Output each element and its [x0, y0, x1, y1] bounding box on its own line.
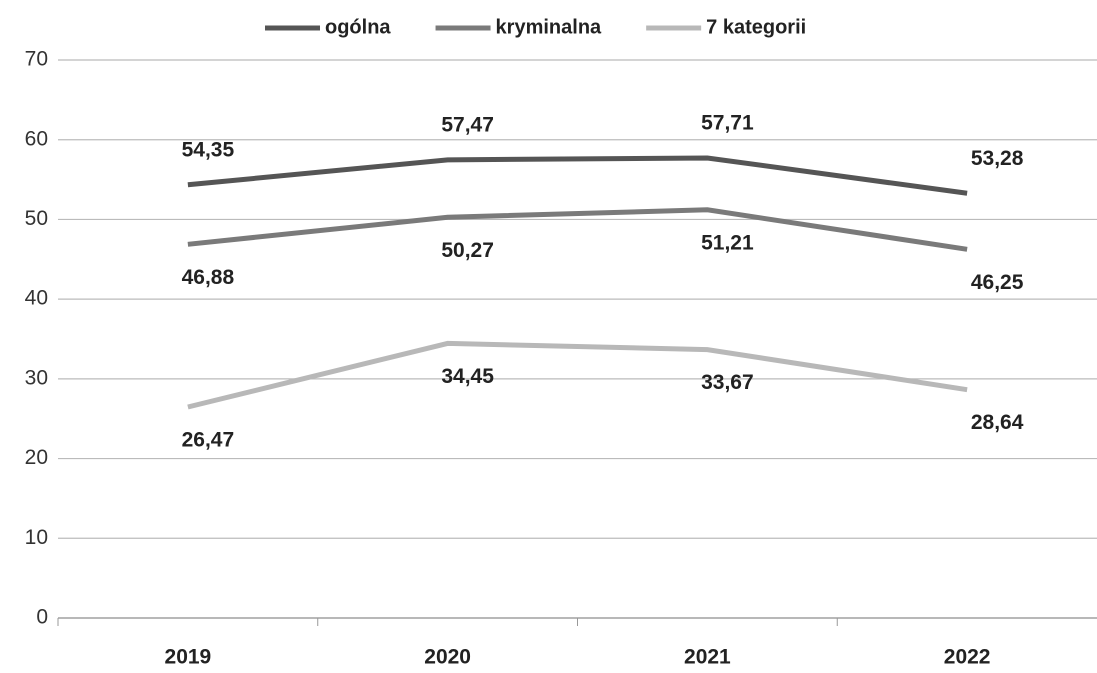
x-tick-label: 2021 — [684, 646, 731, 669]
data-label: 54,35 — [182, 138, 235, 161]
line — [187, 207, 968, 252]
data-label: 57,47 — [441, 113, 494, 136]
data-label: 57,71 — [701, 112, 754, 135]
line — [187, 155, 968, 196]
legend-label: ogólna — [325, 16, 391, 38]
y-tick-label: 50 — [25, 207, 48, 230]
data-label: 33,67 — [701, 371, 754, 394]
data-label: 26,47 — [182, 429, 235, 452]
legend-label: kryminalna — [496, 16, 602, 38]
data-label: 46,88 — [182, 266, 235, 289]
x-tick-label: 2020 — [424, 646, 471, 669]
x-tick-label: 2022 — [944, 646, 991, 669]
x-tick-label: 2019 — [165, 646, 212, 669]
data-label: 51,21 — [701, 231, 754, 254]
data-label: 34,45 — [441, 365, 494, 388]
data-label: 46,25 — [971, 271, 1024, 294]
data-label: 28,64 — [971, 411, 1024, 434]
data-label: 50,27 — [441, 239, 494, 262]
data-label: 53,28 — [971, 147, 1024, 170]
legend-label: 7 kategorii — [706, 16, 806, 38]
y-tick-label: 10 — [25, 526, 48, 549]
y-tick-label: 60 — [25, 127, 48, 150]
y-tick-label: 20 — [25, 446, 48, 469]
y-tick-label: 30 — [25, 366, 48, 389]
y-tick-label: 40 — [25, 287, 48, 310]
y-tick-label: 70 — [25, 48, 48, 71]
y-tick-label: 0 — [36, 606, 48, 629]
line — [187, 340, 968, 410]
